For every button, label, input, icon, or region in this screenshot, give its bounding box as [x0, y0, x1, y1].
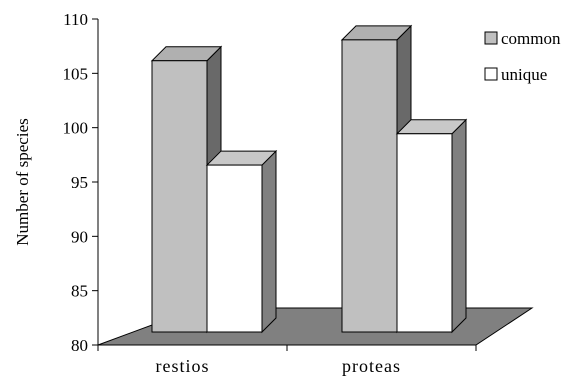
bar-front: [396, 133, 453, 333]
y-tick-label: 95: [71, 173, 88, 192]
bar-front: [151, 60, 208, 333]
y-tick-label: 110: [63, 10, 88, 29]
legend-item-common: common: [484, 29, 561, 48]
bar-side: [261, 149, 277, 334]
bar-proteas-unique: [395, 118, 468, 334]
legend: common unique: [484, 29, 561, 84]
bar-restios-unique: [205, 149, 278, 334]
bar-side: [451, 118, 467, 334]
legend-swatch: [484, 67, 498, 81]
y-tick-label: 80: [71, 336, 88, 355]
x-tick-label: restios: [156, 356, 210, 376]
legend-swatch: [484, 31, 498, 45]
y-tick-label: 100: [63, 119, 89, 138]
x-axis-ticks: restios proteas: [97, 345, 477, 376]
bars: [150, 24, 468, 334]
bar-front: [206, 164, 263, 333]
y-tick-label: 85: [71, 282, 88, 301]
bar-front: [341, 39, 398, 333]
legend-label: common: [501, 29, 561, 48]
legend-label: unique: [501, 65, 547, 84]
y-axis-ticks: 80 85 90 95 100 105 110: [63, 10, 98, 355]
legend-item-unique: unique: [484, 65, 547, 84]
y-tick-label: 105: [63, 64, 89, 83]
y-tick-label: 90: [71, 227, 88, 246]
x-tick-label: proteas: [342, 356, 401, 376]
bar-proteas-common: [340, 24, 413, 334]
y-axis-title: Number of species: [13, 118, 32, 245]
